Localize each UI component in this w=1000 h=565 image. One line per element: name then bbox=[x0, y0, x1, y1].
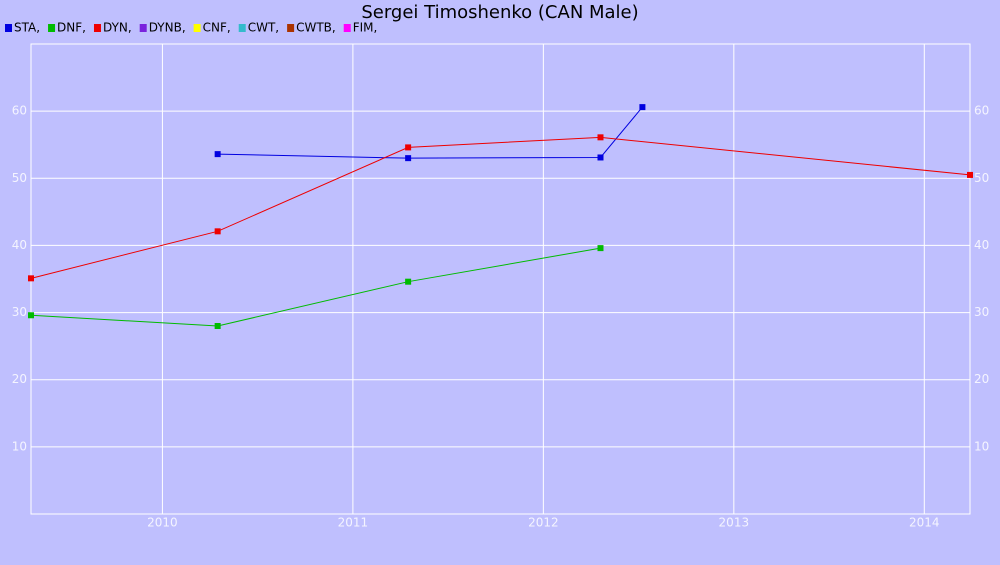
y2-tick-label: 30 bbox=[974, 305, 989, 319]
legend-label: CNF, bbox=[203, 21, 231, 35]
data-point bbox=[405, 155, 412, 162]
legend-swatch bbox=[48, 24, 56, 32]
data-point bbox=[214, 228, 221, 235]
legend-label: DYN, bbox=[103, 21, 132, 35]
x-tick-label: 2012 bbox=[528, 516, 559, 530]
y-tick-label: 20 bbox=[12, 372, 27, 386]
legend-swatch bbox=[287, 24, 295, 32]
data-point bbox=[405, 278, 412, 285]
legend-swatch bbox=[343, 24, 351, 32]
data-point bbox=[597, 134, 604, 141]
plot-frame bbox=[30, 43, 971, 515]
data-point bbox=[597, 154, 604, 161]
data-point bbox=[639, 104, 646, 111]
y2-tick-label: 10 bbox=[974, 439, 989, 453]
data-point bbox=[28, 275, 34, 282]
data-point bbox=[967, 171, 973, 178]
legend-swatch bbox=[238, 24, 246, 32]
legend-label: FIM, bbox=[353, 21, 378, 35]
y-tick-label: 40 bbox=[12, 238, 27, 252]
legend-swatch bbox=[5, 24, 12, 32]
chart-title: Sergei Timoshenko (CAN Male) bbox=[361, 2, 638, 23]
data-point bbox=[405, 144, 412, 151]
data-point bbox=[597, 245, 604, 252]
legend-swatch bbox=[93, 24, 101, 32]
x-tick-label: 2010 bbox=[147, 516, 178, 530]
legend-label: CWT, bbox=[248, 21, 279, 35]
series-line bbox=[30, 247, 601, 327]
series-line bbox=[217, 106, 643, 159]
legend-label: STA, bbox=[14, 21, 40, 35]
legend-label: DNF, bbox=[57, 21, 86, 35]
y-tick-label: 60 bbox=[12, 104, 27, 118]
legend-label: CWTB, bbox=[296, 21, 336, 35]
data-point bbox=[214, 151, 221, 158]
data-point bbox=[28, 312, 34, 319]
y-tick-label: 10 bbox=[12, 439, 27, 453]
y2-tick-label: 60 bbox=[974, 104, 989, 118]
legend-swatch bbox=[139, 24, 147, 32]
series-line bbox=[30, 136, 971, 279]
x-tick-label: 2014 bbox=[909, 516, 940, 530]
y2-tick-label: 20 bbox=[974, 372, 989, 386]
legend-swatch bbox=[193, 24, 201, 32]
y-tick-label: 50 bbox=[12, 171, 27, 185]
y2-tick-label: 50 bbox=[974, 171, 989, 185]
x-tick-label: 2011 bbox=[338, 516, 369, 530]
data-point bbox=[214, 323, 221, 329]
legend-label: DYNB, bbox=[149, 21, 186, 35]
y-tick-label: 30 bbox=[12, 305, 27, 319]
y2-tick-label: 40 bbox=[974, 238, 989, 252]
x-tick-label: 2013 bbox=[719, 516, 750, 530]
